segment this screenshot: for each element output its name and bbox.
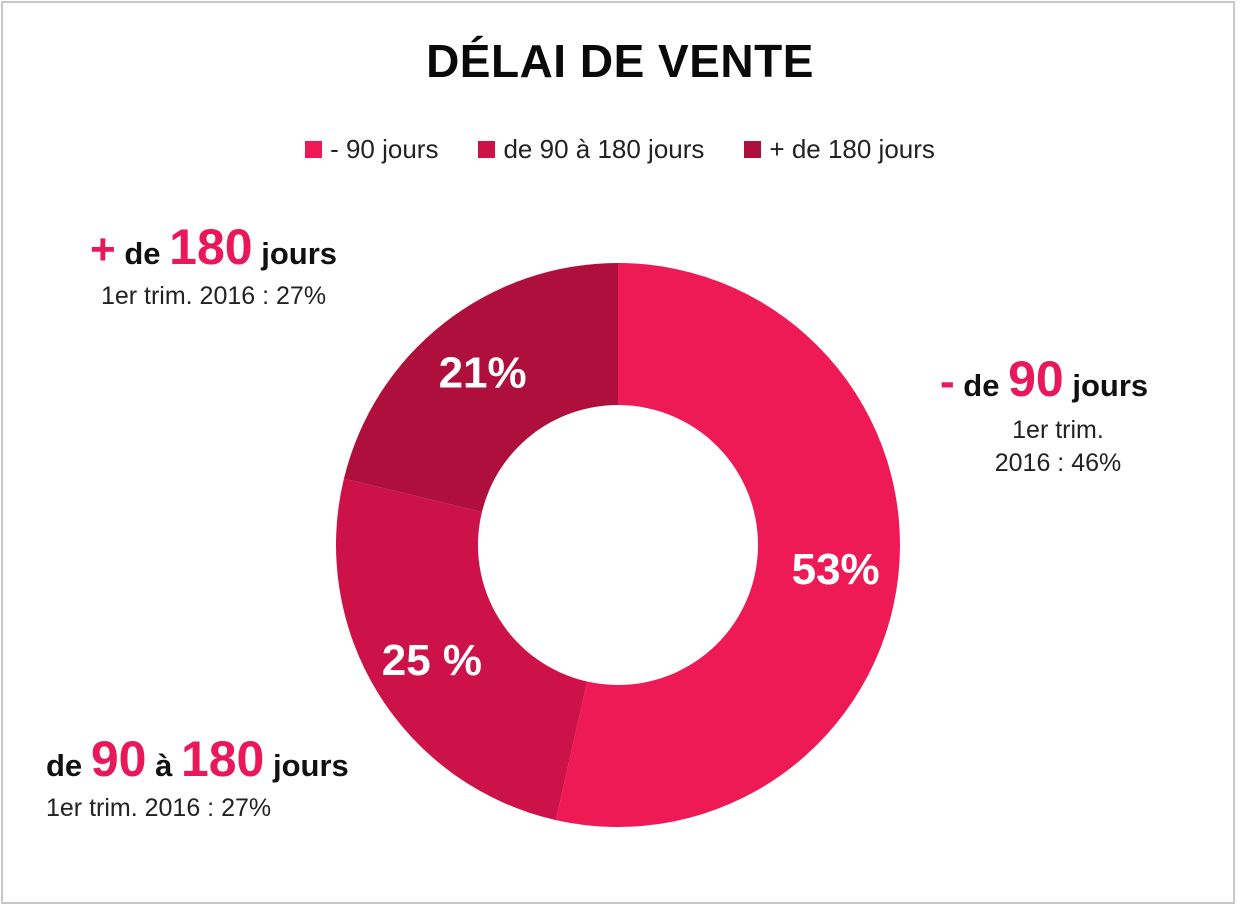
callout-word: à (155, 748, 173, 783)
legend-label: + de 180 jours (769, 134, 935, 164)
callout-comparison-line: 1er trim. (1012, 416, 1104, 444)
legend-item-over-180: + de 180 jours (744, 134, 935, 165)
legend-swatch (305, 141, 323, 158)
callout-word: jours (261, 236, 337, 271)
callout-number: 90 (1008, 351, 1064, 407)
legend-label: - 90 jours (330, 134, 439, 164)
callout-comparison-line: 2016 : 46% (994, 448, 1122, 477)
legend-item-under-90: - 90 jours (305, 134, 438, 165)
chart-title: DÉLAI DE VENTE (426, 35, 814, 87)
data-label-under-90: 53% (792, 545, 880, 594)
callout-sign: + (90, 225, 116, 274)
donut-slice-under-90 (555, 263, 900, 828)
callout-word: de (963, 368, 1000, 403)
callout-word: de (46, 748, 83, 783)
callout-comparison: 1er trim. 2016 : 27% (100, 282, 327, 310)
callout-headline: de 90 à 180 jours (46, 730, 349, 788)
donut-slice-over-180 (343, 263, 618, 512)
callout-number: 90 (90, 731, 147, 787)
callout-sign: - (940, 357, 955, 406)
callout-number: 180 (169, 219, 253, 275)
legend-item-90-180: de 90 à 180 jours (478, 134, 704, 165)
callout-over-180: + de 180 jours 1er trim. 2016 : 27% (90, 218, 337, 311)
callout-headline: + de 180 jours (90, 218, 337, 276)
callout-number: 180 (180, 731, 265, 787)
legend-swatch (478, 141, 496, 158)
callout-word: jours (273, 748, 349, 783)
donut-slice-90-180 (336, 478, 588, 821)
callout-word: de (124, 236, 161, 271)
callout-comparison: 1er trim. 2016 : 46% (940, 414, 1176, 479)
legend: - 90 jours de 90 à 180 jours + de 180 jo… (0, 134, 1240, 165)
callout-headline: - de 90 jours (940, 350, 1176, 408)
data-label-over-180: 21% (439, 348, 527, 397)
callout-under-90: - de 90 jours 1er trim. 2016 : 46% (940, 350, 1176, 479)
data-label-90-180: 25 % (382, 636, 482, 685)
legend-swatch (744, 141, 762, 158)
callout-word: jours (1072, 368, 1149, 403)
callout-90-180: de 90 à 180 jours 1er trim. 2016 : 27% (46, 730, 349, 823)
legend-label: de 90 à 180 jours (503, 134, 705, 164)
callout-comparison: 1er trim. 2016 : 27% (46, 794, 272, 822)
